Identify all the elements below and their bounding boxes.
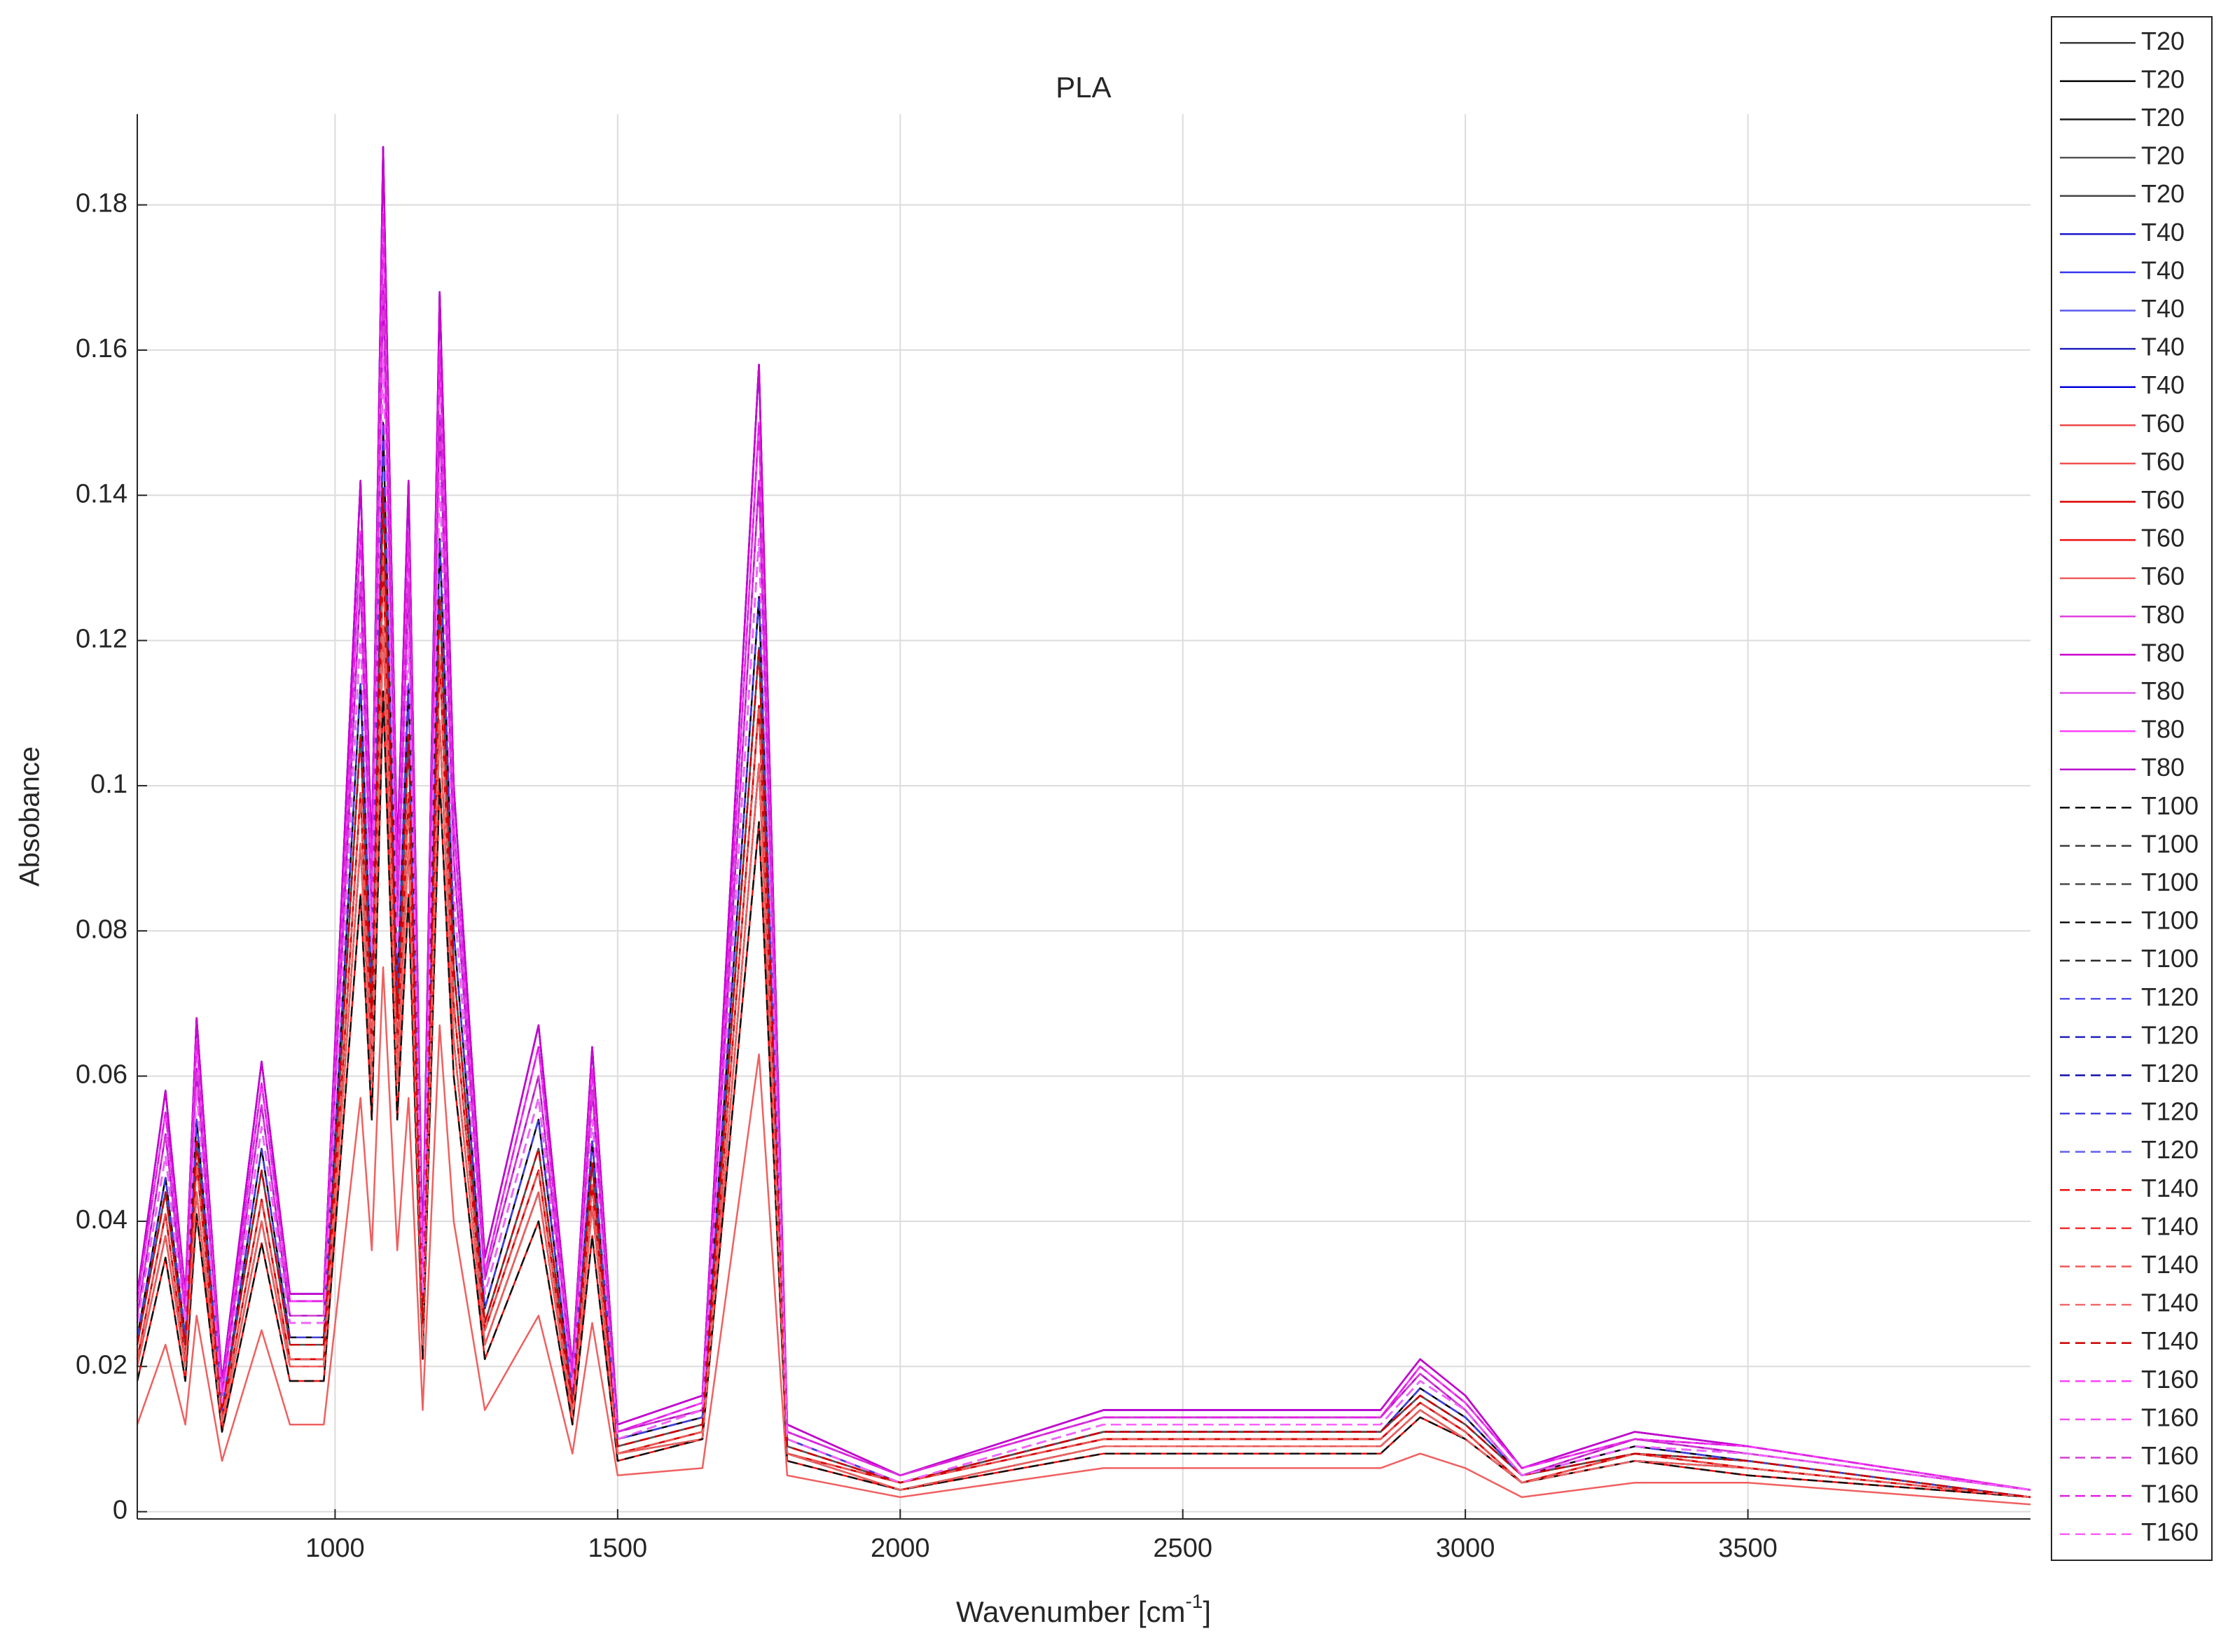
legend-label: T100 <box>2141 906 2199 935</box>
spectrum-line <box>136 966 2031 1506</box>
x-axis-label-end: ] <box>1203 1595 1211 1628</box>
x-tick-label: 2500 <box>1153 1534 1212 1563</box>
x-tick-label: 1500 <box>588 1534 648 1563</box>
legend-label: T60 <box>2141 524 2185 553</box>
legend-label: T80 <box>2141 600 2185 629</box>
legend-label: T100 <box>2141 829 2199 858</box>
legend-label: T120 <box>2141 1135 2199 1164</box>
y-tick-label: 0 <box>113 1496 127 1525</box>
legend-label: T20 <box>2141 64 2185 93</box>
x-tick-label: 3500 <box>1718 1534 1778 1563</box>
legend-label: T160 <box>2141 1441 2199 1470</box>
legend-label: T120 <box>2141 1097 2199 1126</box>
spectrum-line <box>136 690 2031 1499</box>
x-axis-label-sup: -1 <box>1185 1590 1203 1612</box>
spectrum-line <box>136 487 2031 1499</box>
legend-label: T40 <box>2141 256 2185 284</box>
y-tick-label: 0.1 <box>90 770 127 799</box>
legend-label: T120 <box>2141 1059 2199 1088</box>
legend-label: T100 <box>2141 944 2199 973</box>
spectrum-line <box>136 422 2031 1499</box>
legend-label: T120 <box>2141 1020 2199 1049</box>
legend-box <box>2051 16 2213 1561</box>
legend-label: T100 <box>2141 868 2199 896</box>
spectrum-line <box>136 146 2031 1491</box>
x-tick-label: 1000 <box>305 1534 365 1563</box>
spectrum-line <box>136 211 2031 1491</box>
legend-label: T20 <box>2141 141 2185 170</box>
legend-label: T140 <box>2141 1250 2199 1279</box>
legend-label: T140 <box>2141 1326 2199 1355</box>
y-tick-label: 0.12 <box>76 625 127 654</box>
legend-label: T60 <box>2141 447 2185 476</box>
legend-label: T160 <box>2141 1480 2199 1508</box>
y-tick-label: 0.14 <box>76 479 127 508</box>
x-axis-label: Wavenumber [cm-1] <box>956 1590 1211 1628</box>
legend-label: T40 <box>2141 294 2185 323</box>
legend-label: T160 <box>2141 1365 2199 1394</box>
spectrum-line <box>136 625 2031 1499</box>
y-tick-label: 0.04 <box>76 1205 127 1235</box>
legend-label: T20 <box>2141 103 2185 132</box>
legend-label: T40 <box>2141 333 2185 361</box>
y-tick-label: 0.16 <box>76 334 127 363</box>
spectrum-line <box>136 552 2031 1499</box>
x-tick-label: 3000 <box>1436 1534 1495 1563</box>
legend-label: T60 <box>2141 485 2185 514</box>
y-tick-label: 0.06 <box>76 1060 127 1090</box>
y-tick-label: 0.02 <box>76 1350 127 1380</box>
legend-label: T60 <box>2141 562 2185 590</box>
legend-label: T80 <box>2141 753 2185 782</box>
x-axis-label-text: Wavenumber [cm <box>956 1595 1186 1628</box>
legend-label: T60 <box>2141 409 2185 438</box>
chart-title: PLA <box>1056 71 1111 104</box>
legend-label: T160 <box>2141 1518 2199 1546</box>
x-tick-label: 2000 <box>871 1534 930 1563</box>
legend-label: T160 <box>2141 1403 2199 1431</box>
legend-label: T120 <box>2141 983 2199 1011</box>
y-axis-label: Absobance <box>15 747 46 887</box>
legend-label: T140 <box>2141 1174 2199 1202</box>
legend-label: T40 <box>2141 218 2185 247</box>
y-tick-label: 0.08 <box>76 915 127 944</box>
spectrum-line <box>136 284 2031 1491</box>
legend-label: T80 <box>2141 715 2185 744</box>
legend-label: T140 <box>2141 1289 2199 1317</box>
legend-label: T100 <box>2141 791 2199 820</box>
legend-label: T80 <box>2141 676 2185 705</box>
y-tick-label: 0.18 <box>76 189 127 218</box>
legend-label: T80 <box>2141 638 2185 667</box>
spectrum-line <box>136 349 2031 1491</box>
legend-label: T20 <box>2141 27 2185 55</box>
legend-label: T20 <box>2141 179 2185 208</box>
legend-label: T140 <box>2141 1212 2199 1240</box>
legend-label: T40 <box>2141 370 2185 399</box>
